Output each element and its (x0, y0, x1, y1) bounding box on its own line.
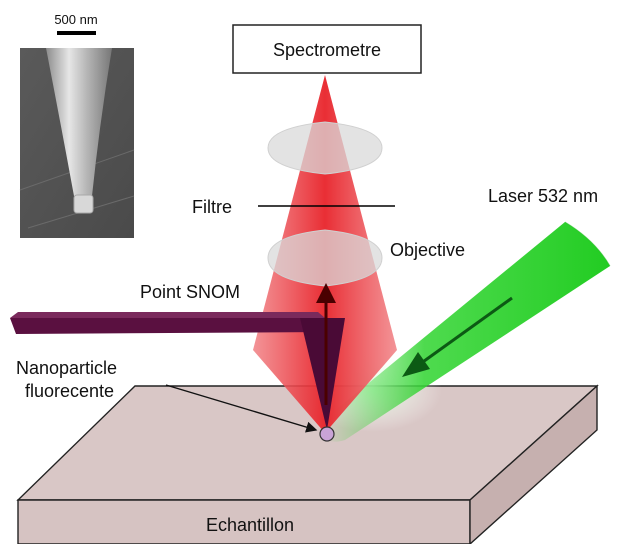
laser-label: Laser 532 nm (488, 186, 598, 206)
spectrometre-label: Spectrometre (273, 40, 381, 60)
sample-front-face (17, 499, 471, 544)
nanoparticle-label-line2: fluorecente (25, 381, 114, 401)
laser-direction-arrow (402, 296, 513, 377)
sample-block (16, 384, 599, 544)
sample-side-face (469, 384, 598, 544)
objective-label: Objective (390, 240, 465, 260)
emission-arrow (316, 283, 336, 405)
nanoparticle-pointer (165, 384, 318, 433)
red-cone (253, 75, 397, 433)
nanoparticle (319, 426, 335, 442)
snom-tip-arm (10, 312, 345, 430)
snom-tip (300, 318, 345, 430)
point-snom-label: Point SNOM (140, 282, 240, 302)
spectrometre-box (232, 24, 422, 74)
scale-bar-label: 500 nm (54, 12, 97, 27)
filtre-label: Filtre (192, 197, 232, 217)
sem-tip (46, 48, 112, 196)
lens-upper (267, 121, 383, 175)
lens-lower (267, 229, 383, 287)
nanoparticle-label-line1: Nanoparticle (16, 358, 117, 378)
echantillon-label: Echantillon (206, 515, 294, 535)
sem-inset: 500 nm (19, 12, 135, 238)
